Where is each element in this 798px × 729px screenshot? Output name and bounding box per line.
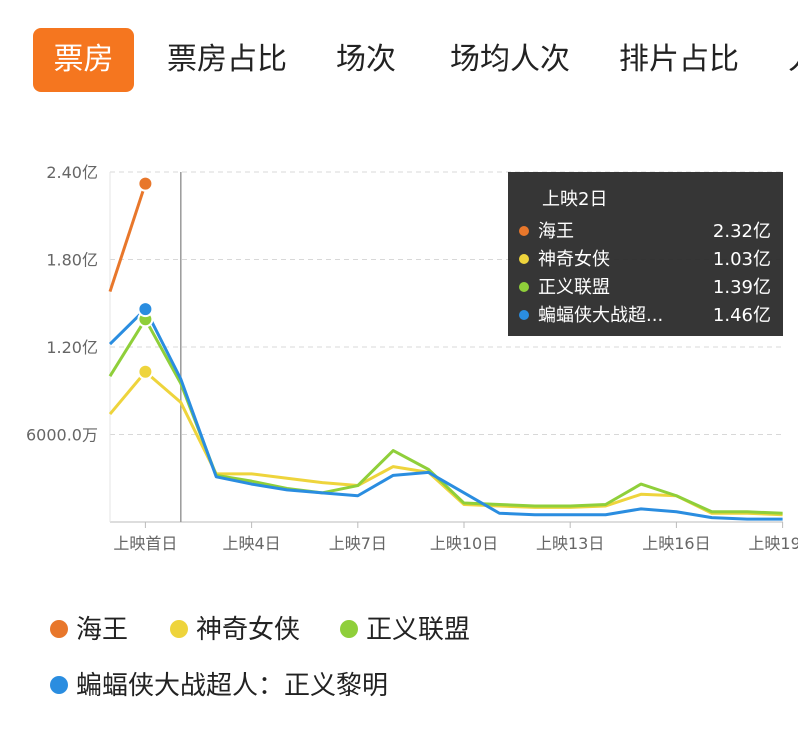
tooltip-box	[508, 172, 783, 336]
tooltip-dot	[519, 254, 529, 264]
tooltip-series-value: 1.46亿	[713, 305, 771, 326]
series-line	[108, 317, 783, 515]
y-axis: 6000.0万 1.20亿 1.80亿 2.40亿	[26, 163, 98, 445]
highlight-point[interactable]	[137, 301, 154, 318]
legend-item-justice-league[interactable]: 正义联盟	[340, 610, 470, 650]
tab-box-office-share[interactable]: 票房占比	[167, 42, 287, 77]
x-tick-label: 上映16日	[642, 534, 710, 553]
tab-bar: 票房 票房占比 场次 场均人次 排片占比 人	[0, 0, 798, 120]
tooltip-series-value: 1.03亿	[713, 249, 771, 270]
series-line	[108, 183, 147, 293]
y-tick-label: 1.80亿	[46, 251, 98, 270]
x-tick-label: 上映7日	[329, 534, 387, 553]
legend-dot	[170, 619, 188, 638]
tooltip-series-name: 正义联盟	[538, 277, 610, 298]
legend-item-wonder-woman[interactable]: 神奇女侠	[170, 610, 300, 650]
highlight-point[interactable]	[137, 363, 154, 380]
series-line	[108, 370, 783, 517]
legend-label: 正义联盟	[366, 615, 471, 645]
legend-label: 海王	[76, 615, 129, 645]
tab-schedule-share[interactable]: 排片占比	[619, 42, 739, 77]
tooltip-dot	[519, 310, 529, 320]
legend-dot	[50, 675, 68, 694]
y-tick-label: 6000.0万	[26, 426, 98, 445]
x-tick-label: 上映首日	[113, 534, 177, 553]
tooltip-series-value: 2.32亿	[713, 221, 771, 242]
tab-box-office[interactable]: 票房	[33, 28, 134, 92]
tooltip-series-name: 蝙蝠侠大战超...	[538, 305, 663, 326]
highlight-point[interactable]	[137, 175, 154, 192]
legend-item-batman-v-superman[interactable]: 蝙蝠侠大战超人：正义黎明	[50, 666, 388, 706]
y-tick-label: 1.20亿	[46, 338, 98, 357]
x-tick-label: 上映13日	[536, 534, 604, 553]
tooltip-dot	[519, 282, 529, 292]
chart-grid	[109, 171, 783, 523]
legend-label: 神奇女侠	[196, 615, 301, 645]
tab-avg-attendance[interactable]: 场均人次	[450, 42, 570, 77]
tooltip-series-value: 1.39亿	[713, 277, 771, 298]
tab-screenings[interactable]: 场次	[336, 42, 396, 77]
x-tick-label: 上映10日	[430, 534, 498, 553]
series-line	[108, 307, 783, 521]
legend-dot	[340, 619, 358, 638]
box-office-line-chart: 6000.0万 1.20亿 1.80亿 2.40亿 上映首日 上映4日 上映7日 上映10日…	[26, 163, 798, 553]
tooltip-title: 上映2日	[542, 189, 607, 210]
legend-item-aquaman[interactable]: 海王	[50, 610, 128, 650]
tooltip-dot	[519, 226, 529, 236]
x-axis: 上映首日 上映4日 上映7日 上映10日 上映13日 上映16日 上映19日	[113, 522, 798, 553]
legend-dot	[50, 619, 68, 638]
tab-attendance[interactable]: 人	[788, 28, 798, 92]
x-tick-label: 上映19日	[748, 534, 798, 553]
series-lines	[108, 175, 783, 521]
tooltip-series-name: 海王	[538, 221, 574, 242]
legend-label: 蝙蝠侠大战超人：正义黎明	[76, 671, 389, 701]
y-tick-label: 2.40亿	[46, 163, 98, 182]
x-tick-label: 上映4日	[223, 534, 281, 553]
tooltip-series-name: 神奇女侠	[538, 249, 610, 270]
